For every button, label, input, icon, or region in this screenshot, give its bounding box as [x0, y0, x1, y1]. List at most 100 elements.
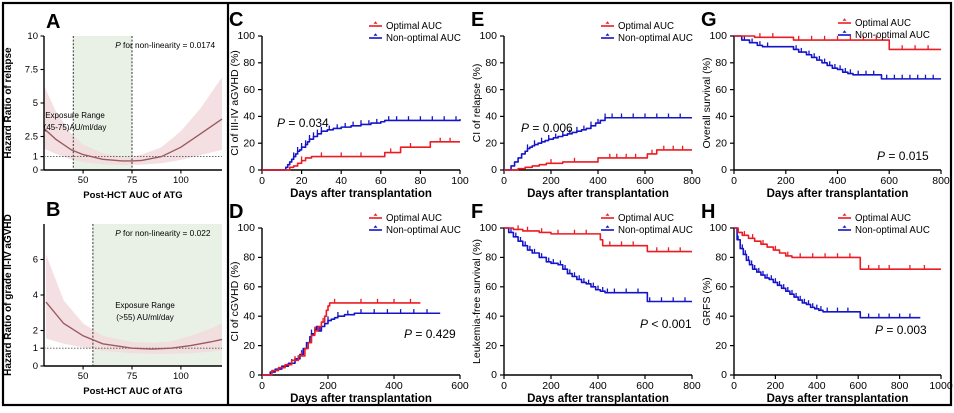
svg-text:Optimal AUC: Optimal AUC	[618, 21, 674, 32]
svg-text:200: 200	[777, 175, 795, 187]
svg-text:0: 0	[501, 175, 507, 187]
svg-text:7.5: 7.5	[25, 65, 38, 76]
svg-text:60: 60	[243, 84, 255, 96]
svg-text:80: 80	[485, 252, 497, 264]
svg-text:40: 40	[243, 111, 255, 123]
svg-text:60: 60	[485, 281, 497, 293]
svg-text:0: 0	[259, 175, 265, 187]
svg-text:75: 75	[127, 371, 138, 382]
svg-text:Days after transplantation: Days after transplantation	[767, 393, 909, 405]
svg-text:40: 40	[485, 111, 497, 123]
svg-text:P for non-linearity = 0.0174: P for non-linearity = 0.0174	[115, 40, 215, 50]
svg-text:200: 200	[767, 380, 785, 392]
svg-text:P for non-linearity = 0.022: P for non-linearity = 0.022	[115, 228, 211, 238]
svg-text:600: 600	[451, 380, 469, 392]
svg-text:100: 100	[709, 30, 727, 42]
svg-text:E: E	[471, 9, 484, 31]
svg-text:20: 20	[715, 137, 727, 149]
svg-text:P = 0.429: P = 0.429	[404, 327, 456, 341]
svg-text:0: 0	[721, 369, 727, 381]
svg-text:100: 100	[451, 175, 469, 187]
svg-text:Optimal AUC: Optimal AUC	[855, 18, 911, 29]
svg-text:Post-HCT AUC of ATG: Post-HCT AUC of ATG	[83, 386, 182, 397]
svg-text:Non-optimal AUC: Non-optimal AUC	[618, 33, 693, 44]
svg-text:600: 600	[849, 380, 867, 392]
svg-text:CI of relapse (%): CI of relapse (%)	[471, 64, 483, 143]
svg-text:Non-optimal AUC: Non-optimal AUC	[855, 225, 930, 236]
svg-text:200: 200	[319, 380, 337, 392]
svg-text:60: 60	[375, 175, 387, 187]
svg-text:Exposure Range: Exposure Range	[45, 111, 105, 120]
svg-text:6: 6	[33, 255, 38, 266]
svg-text:Post-HCT AUC of ATG: Post-HCT AUC of ATG	[83, 190, 182, 201]
svg-text:2.5: 2.5	[25, 132, 38, 143]
svg-text:G: G	[701, 9, 717, 31]
svg-text:Non-optimal AUC: Non-optimal AUC	[386, 33, 461, 44]
svg-text:Non-optimal AUC: Non-optimal AUC	[618, 225, 693, 236]
svg-text:0: 0	[731, 380, 737, 392]
svg-text:100: 100	[173, 371, 189, 382]
svg-text:4: 4	[33, 290, 38, 301]
svg-text:20: 20	[485, 340, 497, 352]
svg-text:D: D	[229, 201, 243, 223]
svg-text:0: 0	[259, 380, 265, 392]
svg-text:80: 80	[243, 57, 255, 69]
svg-text:80: 80	[243, 252, 255, 264]
svg-text:80: 80	[485, 57, 497, 69]
svg-text:10: 10	[27, 31, 38, 42]
svg-text:50: 50	[78, 371, 89, 382]
svg-text:0: 0	[501, 380, 507, 392]
svg-text:80: 80	[715, 252, 727, 264]
svg-text:0: 0	[731, 175, 737, 187]
svg-text:400: 400	[589, 175, 607, 187]
svg-text:Days after transplantation: Days after transplantation	[527, 393, 669, 405]
svg-text:40: 40	[243, 310, 255, 322]
svg-text:Leukemia-free survival (%): Leukemia-free survival (%)	[471, 239, 483, 364]
svg-text:Optimal AUC: Optimal AUC	[618, 213, 674, 224]
svg-text:400: 400	[385, 380, 403, 392]
svg-text:C: C	[229, 9, 243, 31]
svg-text:60: 60	[715, 281, 727, 293]
svg-text:20: 20	[243, 340, 255, 352]
svg-text:Non-optimal AUC: Non-optimal AUC	[386, 225, 461, 236]
svg-text:100: 100	[173, 175, 189, 186]
svg-text:400: 400	[808, 380, 826, 392]
svg-text:100: 100	[237, 30, 255, 42]
svg-text:0: 0	[721, 164, 727, 176]
svg-text:600: 600	[636, 175, 654, 187]
svg-text:800: 800	[683, 380, 701, 392]
svg-text:800: 800	[683, 175, 701, 187]
svg-text:20: 20	[296, 175, 308, 187]
svg-text:0: 0	[33, 165, 38, 176]
svg-text:1000: 1000	[929, 380, 953, 392]
svg-text:P = 0.015: P = 0.015	[877, 149, 929, 163]
svg-text:60: 60	[485, 84, 497, 96]
svg-text:40: 40	[485, 310, 497, 322]
svg-text:Non-optimal AUC: Non-optimal AUC	[855, 30, 930, 41]
svg-text:CI of III-IV aGVHD (%): CI of III-IV aGVHD (%)	[229, 50, 241, 156]
svg-text:2: 2	[33, 326, 38, 337]
svg-text:Days after transplantation: Days after transplantation	[290, 188, 432, 200]
svg-text:600: 600	[636, 380, 654, 392]
svg-text:20: 20	[715, 340, 727, 352]
svg-text:F: F	[471, 201, 483, 223]
svg-text:200: 200	[542, 380, 560, 392]
svg-text:GRFS (%): GRFS (%)	[701, 277, 713, 325]
svg-text:Overall survival (%): Overall survival (%)	[701, 57, 713, 148]
svg-text:400: 400	[829, 175, 847, 187]
svg-text:0: 0	[491, 369, 497, 381]
svg-text:Hazard Ratio of grade II-IV aG: Hazard Ratio of grade II-IV aGVHD	[3, 214, 14, 376]
svg-text:75: 75	[127, 175, 138, 186]
svg-text:Hazard Ratio of relapse: Hazard Ratio of relapse	[3, 47, 14, 159]
svg-text:1: 1	[33, 152, 38, 163]
svg-text:80: 80	[715, 57, 727, 69]
svg-text:20: 20	[485, 137, 497, 149]
svg-text:Exposure Range: Exposure Range	[115, 301, 175, 310]
svg-text:400: 400	[589, 380, 607, 392]
svg-text:800: 800	[891, 380, 909, 392]
svg-text:(>55) AU/ml/day: (>55) AU/ml/day	[116, 313, 174, 322]
svg-text:40: 40	[715, 310, 727, 322]
svg-text:200: 200	[542, 175, 560, 187]
svg-text:H: H	[701, 201, 715, 223]
svg-text:40: 40	[715, 111, 727, 123]
